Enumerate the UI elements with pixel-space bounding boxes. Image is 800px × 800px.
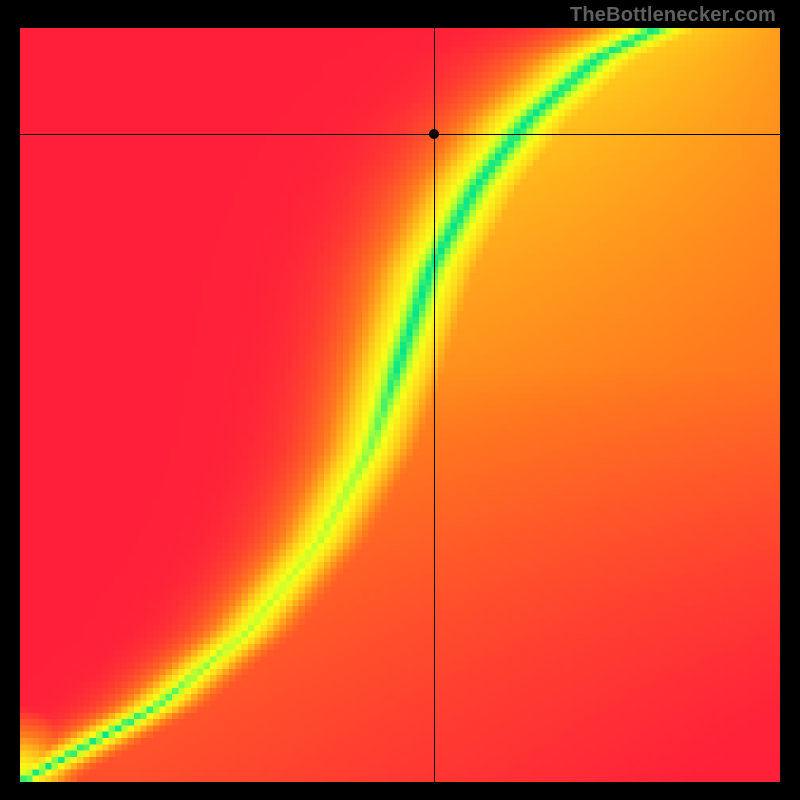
heatmap-plot-area [20,28,780,782]
heatmap-canvas [20,28,780,782]
crosshair-vertical-line [434,28,435,782]
crosshair-horizontal-line [20,134,780,135]
watermark-text: TheBottlenecker.com [570,4,776,27]
crosshair-marker [429,129,439,139]
